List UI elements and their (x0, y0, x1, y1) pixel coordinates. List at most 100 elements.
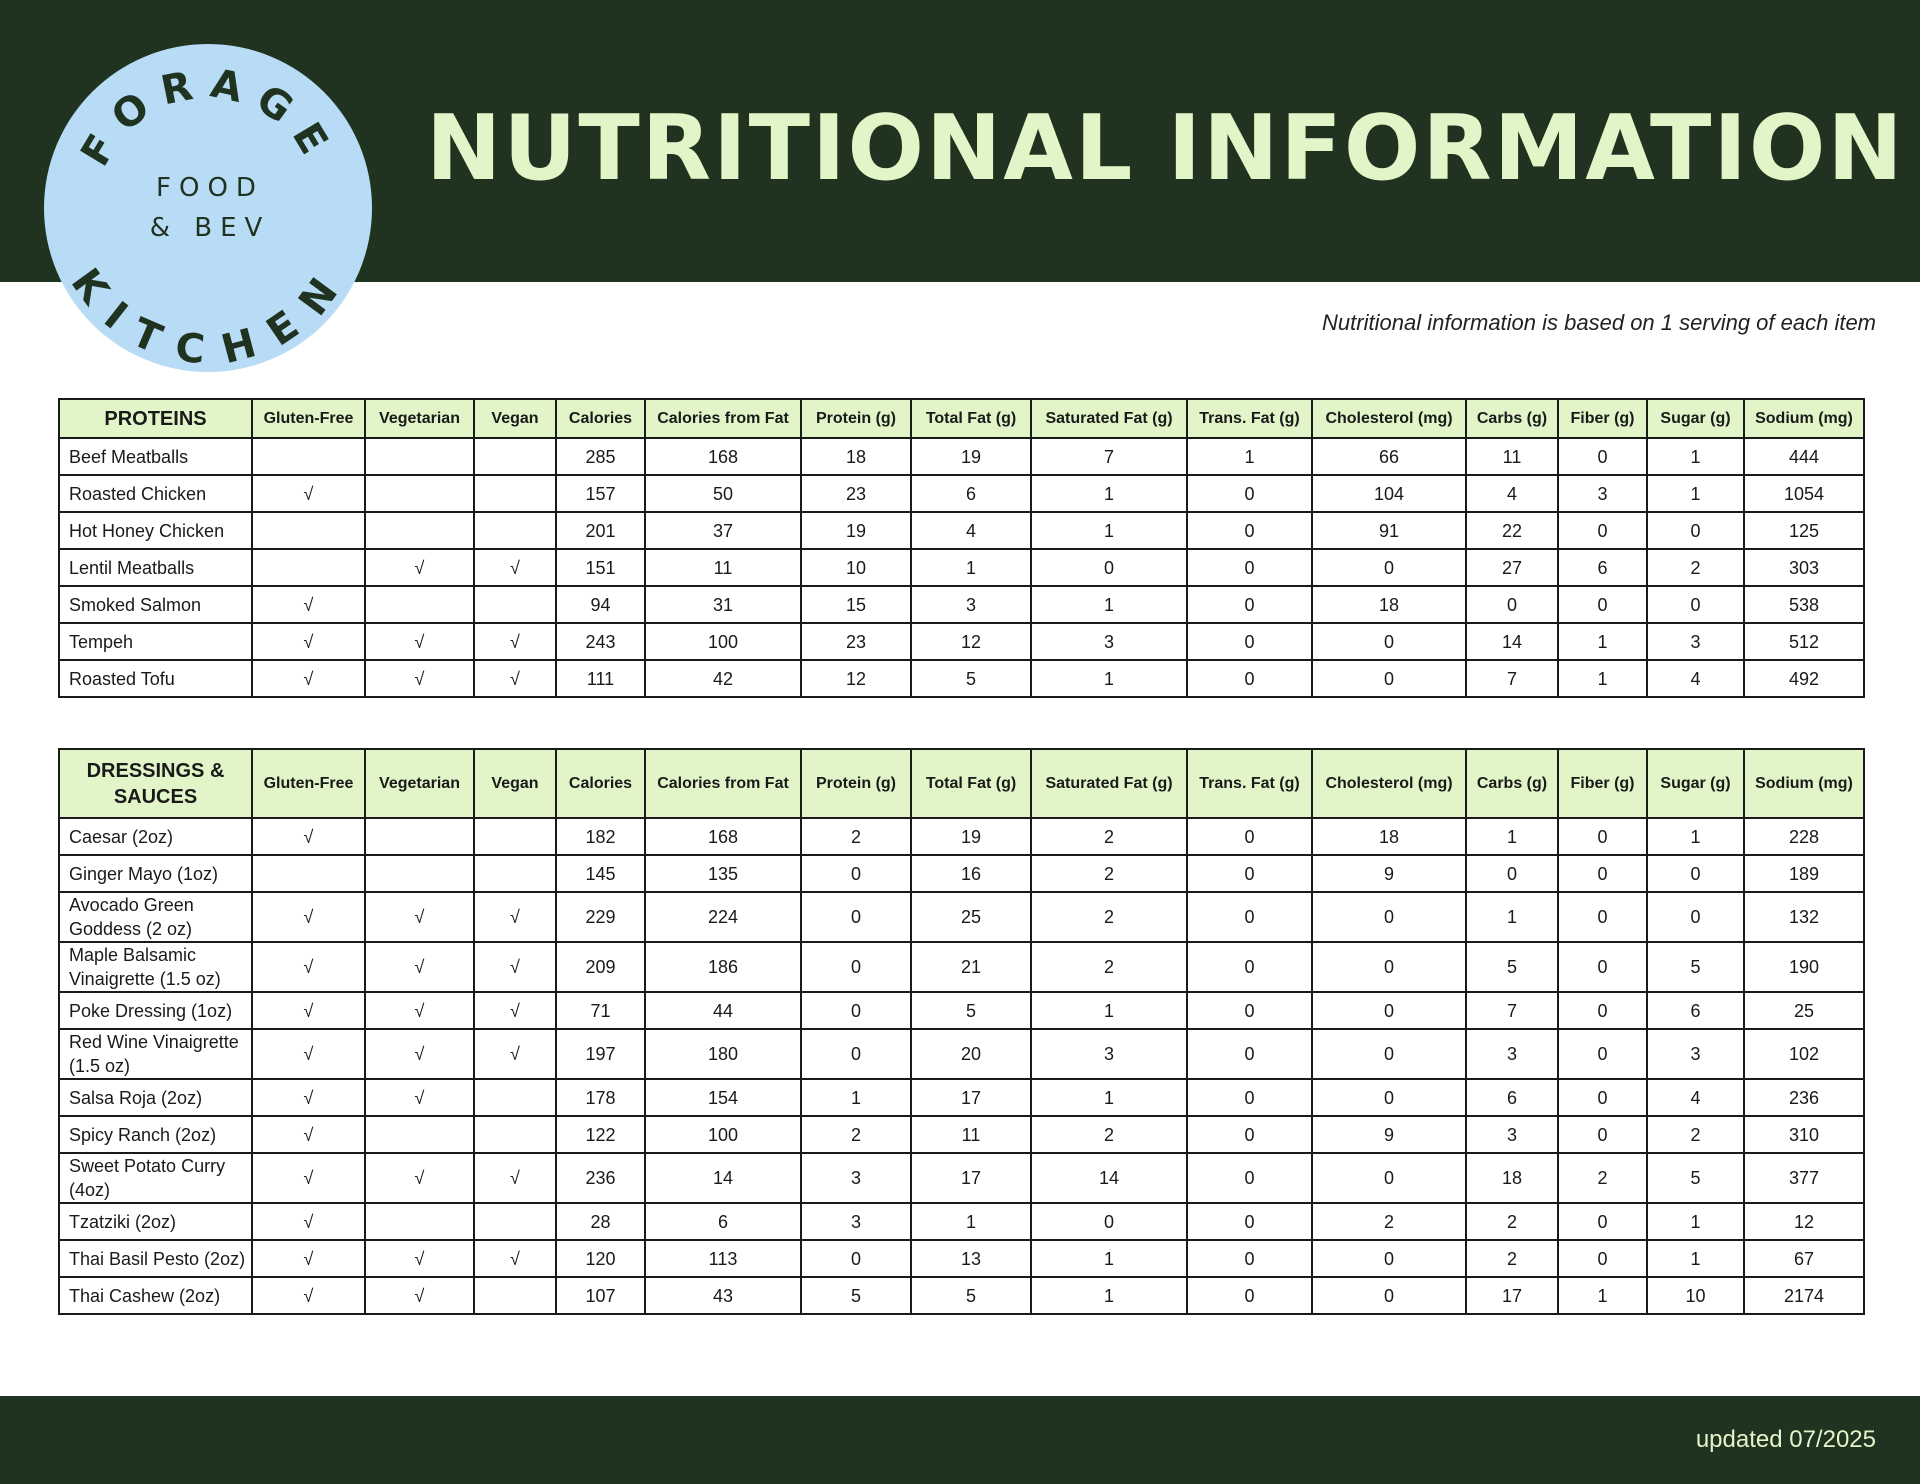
vegetarian-cell: √ (364, 891, 475, 943)
gluten-free-cell (251, 548, 366, 587)
value-cell: 0 (1311, 1276, 1467, 1315)
column-header: Calories (555, 398, 646, 439)
value-cell: 12 (800, 659, 912, 698)
vegan-cell (473, 854, 557, 893)
value-cell: 178 (555, 1078, 646, 1117)
value-cell: 0 (1557, 1239, 1648, 1278)
value-cell: 1054 (1743, 474, 1865, 513)
value-cell: 23 (800, 474, 912, 513)
value-cell: 0 (800, 991, 912, 1030)
value-cell: 132 (1743, 891, 1865, 943)
gluten-free-cell: √ (251, 1152, 366, 1204)
value-cell: 135 (644, 854, 802, 893)
column-header: Sodium (mg) (1743, 748, 1865, 819)
gluten-free-cell: √ (251, 622, 366, 661)
column-header: Cholesterol (mg) (1311, 748, 1467, 819)
value-cell: 3 (1646, 622, 1745, 661)
value-cell: 66 (1311, 437, 1467, 476)
value-cell: 0 (1557, 891, 1648, 943)
value-cell: 3 (1030, 622, 1188, 661)
value-cell: 14 (644, 1152, 802, 1204)
value-cell: 0 (1030, 1202, 1188, 1241)
vegan-cell (473, 511, 557, 550)
value-cell: 21 (910, 941, 1032, 993)
value-cell: 2 (1030, 1115, 1188, 1154)
table-row: Tempeh √ √ √ 243 100 23 12 3 0 0 14 1 3 512 (58, 622, 1865, 661)
gluten-free-cell (251, 437, 366, 476)
table-row: Red Wine Vinaigrette (1.5 oz) √ √ √ 197 180 0 2… (58, 1028, 1865, 1080)
column-header: Fiber (g) (1557, 748, 1648, 819)
value-cell: 1 (1557, 622, 1648, 661)
value-cell: 6 (910, 474, 1032, 513)
value-cell: 16 (910, 854, 1032, 893)
column-header: Trans. Fat (g) (1186, 748, 1313, 819)
value-cell: 0 (1186, 1115, 1313, 1154)
value-cell: 17 (1465, 1276, 1559, 1315)
value-cell: 3 (1557, 474, 1648, 513)
value-cell: 0 (1557, 817, 1648, 856)
value-cell: 3 (1030, 1028, 1188, 1080)
vegetarian-cell: √ (364, 1239, 475, 1278)
value-cell: 0 (1186, 1276, 1313, 1315)
value-cell: 492 (1743, 659, 1865, 698)
vegan-cell: √ (473, 1028, 557, 1080)
value-cell: 190 (1743, 941, 1865, 993)
value-cell: 6 (1557, 548, 1648, 587)
value-cell: 3 (1646, 1028, 1745, 1080)
table-row: Sweet Potato Curry (4oz) √ √ √ 236 14 3 17 14 0 0 1… (58, 1152, 1865, 1204)
item-name: Thai Cashew (2oz) (58, 1276, 253, 1315)
value-cell: 0 (1186, 854, 1313, 893)
value-cell: 7 (1465, 659, 1559, 698)
value-cell: 113 (644, 1239, 802, 1278)
column-header: Cholesterol (mg) (1311, 398, 1467, 439)
value-cell: 107 (555, 1276, 646, 1315)
value-cell: 102 (1743, 1028, 1865, 1080)
vegan-cell (473, 817, 557, 856)
value-cell: 14 (1465, 622, 1559, 661)
value-cell: 14 (1030, 1152, 1188, 1204)
value-cell: 0 (1311, 622, 1467, 661)
column-header: Gluten-Free (251, 748, 366, 819)
value-cell: 4 (1465, 474, 1559, 513)
value-cell: 0 (1186, 511, 1313, 550)
value-cell: 5 (1646, 1152, 1745, 1204)
value-cell: 0 (1311, 1152, 1467, 1204)
value-cell: 0 (800, 891, 912, 943)
vegetarian-cell: √ (364, 622, 475, 661)
value-cell: 154 (644, 1078, 802, 1117)
value-cell: 2 (1646, 1115, 1745, 1154)
item-name: Salsa Roja (2oz) (58, 1078, 253, 1117)
table-row: Salsa Roja (2oz) √ √ 178 154 1 17 1 0 0 6 0 4 236 (58, 1078, 1865, 1117)
value-cell: 5 (1465, 941, 1559, 993)
column-header: Gluten-Free (251, 398, 366, 439)
value-cell: 9 (1311, 1115, 1467, 1154)
value-cell: 1 (1186, 437, 1313, 476)
gluten-free-cell: √ (251, 941, 366, 993)
forage-kitchen-logo: FORAGE KITCHEN FOOD & BEV (44, 44, 372, 374)
value-cell: 168 (644, 437, 802, 476)
value-cell: 1 (910, 1202, 1032, 1241)
value-cell: 44 (644, 991, 802, 1030)
value-cell: 0 (800, 1028, 912, 1080)
value-cell: 42 (644, 659, 802, 698)
vegan-cell (473, 437, 557, 476)
footer-band (0, 1396, 1920, 1484)
column-header: Carbs (g) (1465, 748, 1559, 819)
value-cell: 1 (1646, 1202, 1745, 1241)
item-name: Caesar (2oz) (58, 817, 253, 856)
value-cell: 0 (1311, 1239, 1467, 1278)
value-cell: 310 (1743, 1115, 1865, 1154)
item-name: Roasted Tofu (58, 659, 253, 698)
column-header: Saturated Fat (g) (1030, 748, 1188, 819)
value-cell: 0 (1557, 585, 1648, 624)
value-cell: 67 (1743, 1239, 1865, 1278)
value-cell: 228 (1743, 817, 1865, 856)
value-cell: 28 (555, 1202, 646, 1241)
value-cell: 0 (1465, 585, 1559, 624)
vegan-cell (473, 1202, 557, 1241)
value-cell: 19 (910, 817, 1032, 856)
item-name: Maple Balsamic Vinaigrette (1.5 oz) (58, 941, 253, 993)
value-cell: 31 (644, 585, 802, 624)
column-header: Calories from Fat (644, 748, 802, 819)
page-title: NUTRITIONAL INFORMATION (426, 96, 1905, 201)
